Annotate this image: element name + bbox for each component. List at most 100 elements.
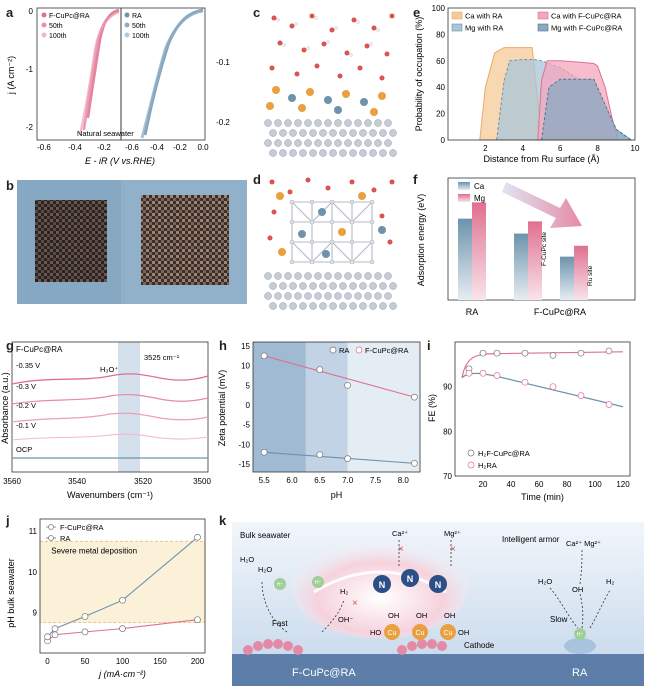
i-legend-marker-0 — [467, 449, 475, 457]
e-area-3 — [540, 78, 633, 141]
panel-label-a: a — [6, 5, 14, 20]
h-point-0 — [411, 459, 418, 467]
g-xtick-2: 3520 — [134, 477, 152, 486]
panel-label-g: g — [6, 338, 14, 353]
g-xtick-3: 3500 — [193, 477, 211, 486]
j-deposition-region — [39, 540, 206, 623]
h-ytick: 0 — [246, 401, 251, 410]
k-hplus-ball — [274, 578, 286, 590]
i-frame — [454, 341, 631, 477]
k-h2-2: H₂ — [606, 577, 614, 586]
h-ytick: 5 — [246, 381, 251, 390]
k-h2o-1: H₂O — [240, 555, 254, 564]
h-legend-ra: RA — [339, 346, 349, 355]
k-n-3: N — [435, 580, 442, 590]
e-legend-swatch — [451, 23, 463, 32]
i-legend-1: H₂RA — [478, 461, 497, 470]
e-xlabel: Distance from Ru surface (Å) — [483, 154, 599, 164]
panel-label-c: c — [253, 5, 261, 20]
e-xtick: 8 — [595, 144, 600, 153]
k-cathode-label: Cathode — [464, 641, 495, 650]
i-point-0 — [521, 349, 529, 357]
i-point-1 — [465, 369, 473, 377]
h-ylabel: Zeta potential (mV) — [217, 370, 227, 447]
h-xtick: 6.0 — [286, 476, 298, 485]
j-point-0 — [119, 625, 126, 632]
k-hplus-ball — [312, 576, 324, 588]
h-xtick: 5.5 — [259, 476, 271, 485]
f-site-label-1: Ru site — [587, 265, 594, 286]
i-point-1 — [521, 378, 529, 386]
h-legend-fcupc: F-CuPc@RA — [365, 346, 408, 355]
h-ph-band-2 — [305, 342, 348, 472]
k-hplus-1: H⁺ — [277, 582, 284, 588]
k-cu-1: Cu — [388, 630, 397, 637]
e-legend-label: Ca with F-CuPc@RA — [551, 12, 622, 21]
f-bar-ca — [458, 218, 472, 300]
h-fit-line-0 — [264, 451, 415, 464]
j-point-0 — [81, 628, 89, 636]
i-legend-0: H₂F-CuPc@RA — [478, 449, 530, 458]
f-bar-ca — [514, 233, 528, 300]
g-series-0: -0.35 V — [16, 361, 40, 370]
k-h2o-2: H₂O — [258, 565, 272, 574]
g-line-02 — [11, 412, 209, 423]
h-ytick: -5 — [243, 421, 251, 430]
panel-f-chart: Ca Mg F-CuPc site Ru site RA F-CuPc@RA Adsorpt… — [416, 177, 636, 317]
k-ra-site — [564, 638, 596, 654]
f-legend-ca: Ca — [474, 182, 485, 191]
g-xlabel: Wavenumbers (cm⁻¹) — [67, 490, 153, 500]
e-xtick: 10 — [631, 144, 640, 153]
h-ph-band-3 — [347, 342, 420, 472]
panel-label-i: i — [427, 338, 431, 353]
i-point-1 — [549, 383, 557, 391]
i-xtick: 100 — [588, 480, 602, 489]
k-cathode-bar — [232, 654, 644, 686]
k-oh-4: OH — [458, 628, 469, 637]
a-annotation: Natural seawater — [77, 129, 134, 138]
a-ytick-2: -2 — [26, 123, 34, 132]
g-series-3: -0.1 V — [16, 421, 36, 430]
j-xtick: 100 — [116, 657, 130, 666]
i-point-0 — [605, 347, 613, 355]
k-cu-site-1 — [384, 624, 400, 640]
i-point-1 — [479, 369, 487, 377]
a-xlabel: E - iR (V vs.RHE) — [85, 156, 155, 166]
k-cu-site-2 — [412, 624, 428, 640]
g-highlight-band — [118, 342, 140, 472]
k-ra-hplus-ball — [574, 628, 586, 640]
k-oh-5: OH — [572, 585, 583, 594]
k-ca-ion: Ca²⁺ — [392, 529, 408, 538]
k-cu-site-3 — [440, 624, 456, 640]
a-legend-marker — [41, 32, 47, 38]
e-ytick: 100 — [432, 4, 446, 13]
a-legend-marker — [41, 12, 47, 18]
g-ylabel: Absorbance (a.u.) — [0, 372, 10, 444]
g-xtick-1: 3540 — [68, 477, 86, 486]
j-ytick: 11 — [29, 527, 38, 536]
a-legend-l0: F-CuPc@RA — [49, 13, 90, 20]
i-xtick: 20 — [479, 480, 488, 489]
g-title: F-CuPc@RA — [16, 345, 63, 354]
k-right-label: RA — [572, 667, 588, 679]
j-legend-marker-1 — [48, 535, 54, 541]
panel-label-b: b — [6, 178, 14, 193]
a-xtick-l0: -0.6 — [37, 143, 51, 152]
f-legend-mg: Mg — [474, 194, 485, 203]
j-ytick: 9 — [33, 608, 38, 617]
g-line-035 — [11, 373, 209, 385]
j-xtick: 150 — [153, 657, 167, 666]
h-point-0 — [260, 448, 268, 456]
k-n-site-2 — [401, 569, 419, 587]
e-ytick: 80 — [436, 30, 445, 39]
i-fit-ra — [461, 372, 624, 408]
i-xtick: 60 — [535, 480, 544, 489]
panel-label-f: f — [413, 172, 418, 187]
e-legend-label: Mg with F-CuPc@RA — [551, 24, 622, 33]
f-bar-mg — [472, 202, 486, 300]
f-site-label-0: F-CuPc site — [541, 232, 548, 266]
a-xtick-r1: -0.4 — [150, 143, 164, 152]
panel-a-lsv: 0 -1 -2 -0.1 -0.2 -0.6 -0.4 -0.2 -0.6 -0… — [6, 7, 230, 166]
h-xtick: 8.0 — [398, 476, 410, 485]
